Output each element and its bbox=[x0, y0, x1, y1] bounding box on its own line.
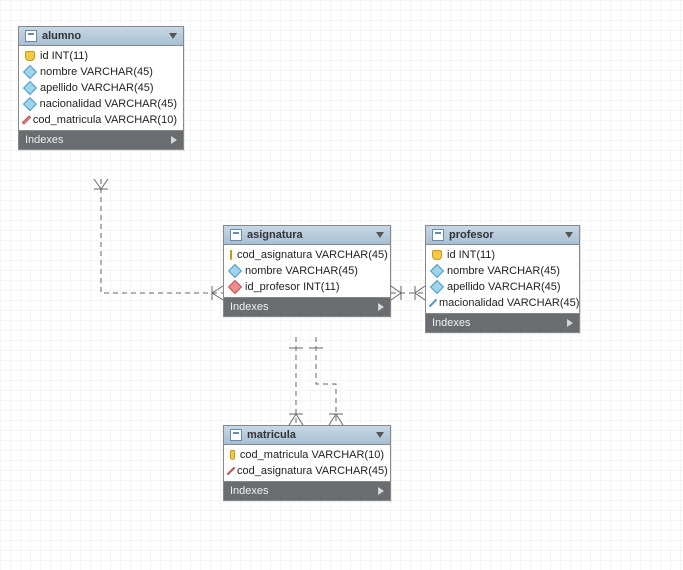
indexes-label: Indexes bbox=[230, 485, 269, 497]
column-label: nombre VARCHAR(45) bbox=[245, 265, 358, 277]
attr-icon bbox=[430, 264, 444, 278]
attr-icon bbox=[429, 299, 437, 307]
column-row[interactable]: nacionalidad VARCHAR(45) bbox=[19, 96, 183, 112]
attr-icon bbox=[23, 81, 37, 95]
column-label: apellido VARCHAR(45) bbox=[40, 82, 154, 94]
column-row[interactable]: cod_asignatura VARCHAR(45) bbox=[224, 463, 390, 479]
fk-icon bbox=[228, 280, 242, 294]
column-label: nombre VARCHAR(45) bbox=[40, 66, 153, 78]
table-title: alumno bbox=[42, 30, 81, 42]
column-row[interactable]: id INT(11) bbox=[19, 48, 183, 64]
key-icon bbox=[25, 51, 35, 61]
column-label: cod_matricula VARCHAR(10) bbox=[240, 449, 384, 461]
column-label: cod_asignatura VARCHAR(45) bbox=[237, 465, 388, 477]
expand-icon bbox=[171, 136, 177, 144]
table-icon bbox=[230, 229, 242, 241]
table-icon bbox=[432, 229, 444, 241]
table-profesor[interactable]: profesor id INT(11) nombre VARCHAR(45) a… bbox=[425, 225, 580, 333]
column-row[interactable]: nombre VARCHAR(45) bbox=[224, 263, 390, 279]
table-title: matricula bbox=[247, 429, 296, 441]
key-icon bbox=[230, 250, 232, 260]
table-matricula[interactable]: matricula cod_matricula VARCHAR(10) cod_… bbox=[223, 425, 391, 501]
indexes-row[interactable]: Indexes bbox=[426, 313, 579, 332]
column-label: id_profesor INT(11) bbox=[245, 281, 340, 293]
column-row[interactable]: macionalidad VARCHAR(45) bbox=[426, 295, 579, 311]
indexes-label: Indexes bbox=[432, 317, 471, 329]
indexes-label: Indexes bbox=[230, 301, 269, 313]
table-header[interactable]: alumno bbox=[19, 27, 183, 46]
fk-icon bbox=[227, 467, 235, 475]
table-header[interactable]: asignatura bbox=[224, 226, 390, 245]
column-row[interactable]: id INT(11) bbox=[426, 247, 579, 263]
key-icon bbox=[230, 450, 235, 460]
attr-icon bbox=[23, 97, 37, 111]
table-icon bbox=[25, 30, 37, 42]
indexes-row[interactable]: Indexes bbox=[224, 297, 390, 316]
columns: id INT(11) nombre VARCHAR(45) apellido V… bbox=[19, 46, 183, 130]
columns: id INT(11) nombre VARCHAR(45) apellido V… bbox=[426, 245, 579, 313]
indexes-label: Indexes bbox=[25, 134, 64, 146]
column-label: macionalidad VARCHAR(45) bbox=[439, 297, 579, 309]
collapse-icon[interactable] bbox=[565, 232, 573, 238]
expand-icon bbox=[567, 319, 573, 327]
column-row[interactable]: apellido VARCHAR(45) bbox=[19, 80, 183, 96]
column-row[interactable]: nombre VARCHAR(45) bbox=[19, 64, 183, 80]
column-label: cod_matricula VARCHAR(10) bbox=[33, 114, 177, 126]
table-icon bbox=[230, 429, 242, 441]
column-row[interactable]: apellido VARCHAR(45) bbox=[426, 279, 579, 295]
indexes-row[interactable]: Indexes bbox=[224, 481, 390, 500]
key-icon bbox=[432, 250, 442, 260]
table-alumno[interactable]: alumno id INT(11) nombre VARCHAR(45) ape… bbox=[18, 26, 184, 150]
table-title: profesor bbox=[449, 229, 494, 241]
indexes-row[interactable]: Indexes bbox=[19, 130, 183, 149]
column-label: cod_asignatura VARCHAR(45) bbox=[237, 249, 388, 261]
column-label: id INT(11) bbox=[40, 50, 88, 62]
column-label: apellido VARCHAR(45) bbox=[447, 281, 561, 293]
column-row[interactable]: id_profesor INT(11) bbox=[224, 279, 390, 295]
columns: cod_asignatura VARCHAR(45) nombre VARCHA… bbox=[224, 245, 390, 297]
column-row[interactable]: cod_asignatura VARCHAR(45) bbox=[224, 247, 390, 263]
table-asignatura[interactable]: asignatura cod_asignatura VARCHAR(45) no… bbox=[223, 225, 391, 317]
expand-icon bbox=[378, 303, 384, 311]
column-row[interactable]: cod_matricula VARCHAR(10) bbox=[19, 112, 183, 128]
attr-icon bbox=[430, 280, 444, 294]
columns: cod_matricula VARCHAR(10) cod_asignatura… bbox=[224, 445, 390, 481]
fk-icon bbox=[22, 115, 31, 124]
column-row[interactable]: cod_matricula VARCHAR(10) bbox=[224, 447, 390, 463]
table-title: asignatura bbox=[247, 229, 303, 241]
column-label: nacionalidad VARCHAR(45) bbox=[40, 98, 177, 110]
attr-icon bbox=[23, 65, 37, 79]
attr-icon bbox=[228, 264, 242, 278]
collapse-icon[interactable] bbox=[376, 232, 384, 238]
collapse-icon[interactable] bbox=[376, 432, 384, 438]
column-row[interactable]: nombre VARCHAR(45) bbox=[426, 263, 579, 279]
expand-icon bbox=[378, 487, 384, 495]
column-label: id INT(11) bbox=[447, 249, 495, 261]
table-header[interactable]: profesor bbox=[426, 226, 579, 245]
table-header[interactable]: matricula bbox=[224, 426, 390, 445]
column-label: nombre VARCHAR(45) bbox=[447, 265, 560, 277]
collapse-icon[interactable] bbox=[169, 33, 177, 39]
